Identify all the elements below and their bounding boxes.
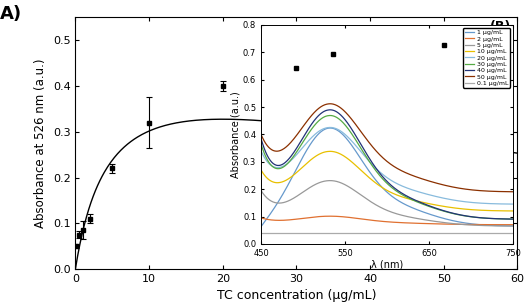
Text: (B): (B)	[490, 20, 511, 33]
X-axis label: TC concentration (μg/mL): TC concentration (μg/mL)	[217, 290, 376, 302]
Text: A): A)	[0, 5, 22, 23]
Y-axis label: Absorbance at 526 nm (a.u.): Absorbance at 526 nm (a.u.)	[34, 59, 47, 228]
